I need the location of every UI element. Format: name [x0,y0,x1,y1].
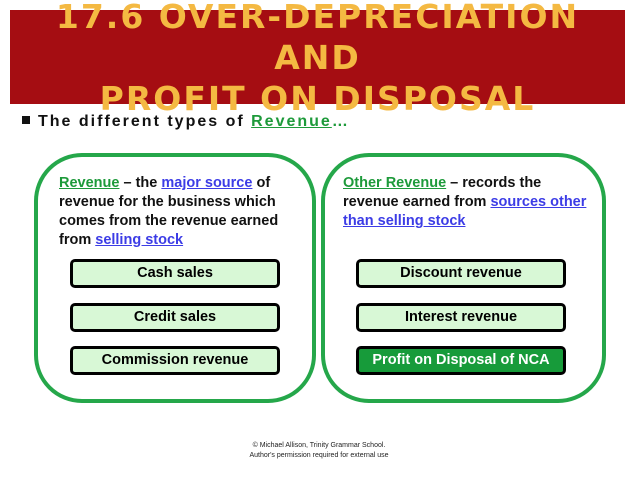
footer-line1: © Michael Allison, Trinity Grammar Schoo… [252,442,386,449]
slide-title-line2: PROFIT ON DISPOSAL [99,78,536,118]
profit-on-disposal-box: Profit on Disposal of NCA [356,346,566,375]
revenue-text-1: – the [119,175,162,191]
slide-title-line1: 17.6 OVER-DEPRECIATION AND [55,0,580,77]
bullet-line: The different types of Revenue… [22,113,350,131]
selling-stock-link: selling stock [95,232,184,248]
major-source-link: major source [161,175,253,191]
revenue-term: Revenue [59,175,120,191]
interest-revenue-box: Interest revenue [356,303,566,332]
square-bullet-icon [22,116,30,124]
other-revenue-term: Other Revenue [343,175,447,191]
copyright-footer: © Michael Allison, Trinity Grammar Schoo… [0,441,638,461]
revenue-panel: Revenue – the major source of revenue fo… [34,153,316,403]
sources-other-link: sources other than selling stock [343,194,587,229]
bullet-suffix: … [331,113,350,130]
other-revenue-text-1: – records the revenue earned from [343,175,542,210]
other-revenue-panel: Other Revenue – records the revenue earn… [321,153,606,403]
credit-sales-box: Credit sales [70,303,280,332]
revenue-description: Revenue – the major source of revenue fo… [59,174,299,250]
revenue-text-2: of revenue for the business which comes … [59,175,279,248]
commission-revenue-box: Commission revenue [70,346,280,375]
bullet-highlight-revenue: Revenue [251,113,332,130]
cash-sales-box: Cash sales [70,259,280,288]
footer-line2: Author's permission required for externa… [249,452,389,459]
other-revenue-description: Other Revenue – records the revenue earn… [343,174,593,231]
slide-title: 17.6 OVER-DEPRECIATION AND PROFIT ON DIS… [10,0,625,118]
bullet-prefix: The different types of [38,113,252,130]
discount-revenue-box: Discount revenue [356,259,566,288]
